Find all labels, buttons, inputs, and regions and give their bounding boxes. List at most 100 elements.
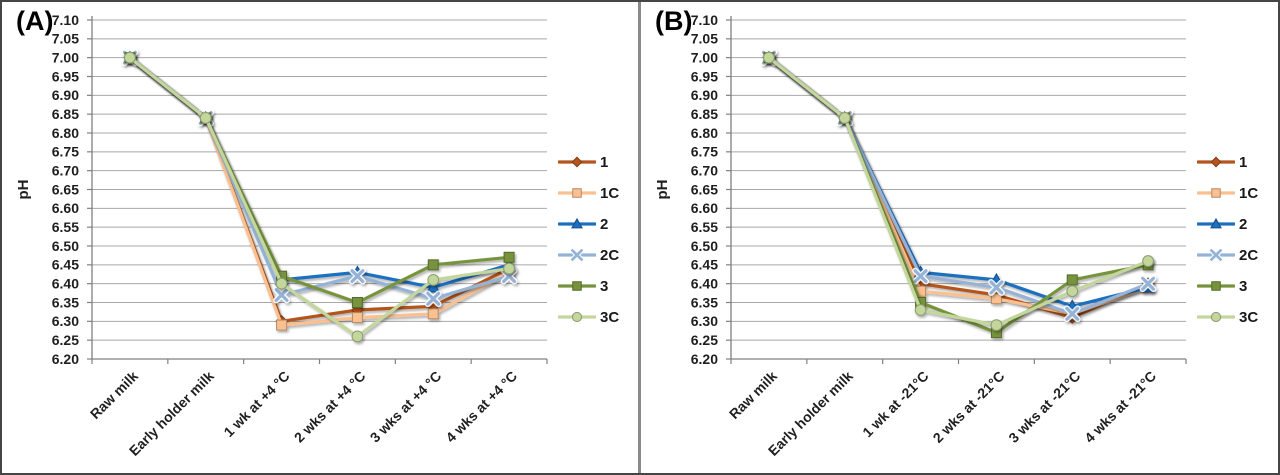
legend-marker-shape-2: [1210, 217, 1222, 229]
legend-marker-shape-2: [571, 217, 583, 229]
x-category-label: Raw milk: [726, 368, 780, 422]
y-tick-label: 6.75: [52, 144, 79, 160]
legend-marker-shape-3C: [571, 311, 583, 323]
series-3C: [763, 51, 1154, 332]
y-tick-label: 6.55: [691, 219, 718, 235]
gridlines: [726, 19, 1186, 360]
panel-b-chart: 7.10 7.05 7.00 6.95 6.90 6.85 6.80 6.75 6.70 6.65…: [654, 12, 1187, 459]
series-2C: [760, 49, 1157, 323]
y-tick-label: 6.50: [52, 238, 79, 254]
legend-marker-shape-3: [1211, 281, 1221, 291]
series-1C-marker: [276, 319, 288, 331]
series-2C: [121, 49, 518, 308]
y-tick-label: 6.20: [691, 351, 718, 367]
legend-marker-3C: [1197, 311, 1235, 323]
legend-label-1C: 1C: [1239, 184, 1259, 202]
legend-marker-2: [558, 217, 596, 229]
legend-item-1C: 1C: [1197, 182, 1258, 204]
y-tick-label: 6.80: [52, 125, 79, 141]
series-1C-marker: [990, 293, 1002, 305]
series-2-marker: [426, 280, 441, 293]
legend-label-1: 1: [1239, 153, 1248, 171]
series-3-marker: [351, 297, 363, 308]
y-tick-label: 6.65: [691, 181, 718, 197]
y-tick-label: 7.05: [691, 31, 718, 47]
y-tick-label: 6.50: [691, 238, 718, 254]
legend-label-2: 2: [1239, 215, 1248, 233]
y-tick-label: 7.00: [52, 50, 79, 66]
series-3C-line: [767, 56, 1150, 327]
series-3C-marker: [503, 262, 515, 275]
legend-marker-2C: [1197, 247, 1235, 263]
x-category-label: Raw milk: [87, 368, 141, 422]
y-tick-label: 6.85: [691, 106, 718, 122]
y-axis-title: pH: [654, 180, 671, 200]
y-tick-label: 6.40: [52, 276, 79, 292]
panel-b-legend: 1 1C 2 2C 3 3C: [1197, 151, 1258, 337]
y-tick-label: 6.95: [52, 68, 79, 84]
y-tick-label: 6.35: [52, 294, 79, 310]
series-2C-marker: [1139, 275, 1157, 293]
legend-marker-shape-1C: [1211, 188, 1221, 198]
legend-marker-2C: [558, 247, 596, 263]
y-tick-label: 6.30: [52, 313, 79, 329]
y-tick-label: 7.05: [52, 31, 79, 47]
legend-marker-3C: [558, 311, 596, 323]
y-tick-label: 7.10: [691, 12, 718, 28]
legend-item-3C: 3C: [558, 306, 619, 328]
legend-item-2C: 2C: [558, 244, 619, 266]
y-tick-label: 7.10: [52, 12, 79, 28]
legend-label-1C: 1C: [600, 184, 620, 202]
series-1C: [763, 52, 1154, 320]
series-3C-line: [128, 56, 511, 338]
legend-label-3: 3: [1239, 277, 1248, 295]
legend-label-3C: 3C: [1239, 308, 1259, 326]
series-3C-marker: [838, 112, 851, 124]
legend-item-3: 3: [558, 275, 619, 297]
legend-marker-1C: [558, 188, 596, 198]
x-category-label: 2 wks at +4 °C: [291, 368, 369, 446]
panel-a-chart: 7.10 7.05 7.00 6.95 6.90 6.85 6.80 6.75 6.70 6.65…: [15, 12, 548, 459]
y-tick-label: 6.25: [691, 332, 718, 348]
legend-marker-shape-2C: [569, 247, 585, 263]
panel-b-label: (B): [655, 6, 693, 36]
series-1C-marker: [427, 308, 439, 320]
y-tick-label: 6.85: [52, 106, 79, 122]
series-2C-marker: [988, 279, 1005, 296]
axes: [730, 16, 1187, 364]
series-3C-marker: [914, 304, 927, 316]
y-tick-label: 6.55: [52, 219, 79, 235]
y-tick-label: 6.70: [691, 163, 718, 179]
series-3C-marker: [1066, 285, 1079, 298]
y-tick-label: 6.45: [52, 257, 79, 273]
legend-item-3C: 3C: [1197, 306, 1258, 328]
legend-marker-shape-1: [1210, 156, 1222, 168]
series-3C-marker: [351, 330, 364, 343]
legend-marker-3: [1197, 281, 1235, 291]
series-1C-marker: [351, 312, 363, 324]
y-tick-label: 6.90: [52, 87, 79, 103]
series-3C-marker: [199, 112, 212, 124]
legend-marker-1: [1197, 156, 1235, 168]
series-2C-marker: [1063, 305, 1081, 323]
series-3C-marker: [124, 51, 136, 64]
legend-item-2: 2: [1197, 213, 1258, 235]
series-2: [123, 50, 516, 293]
x-category-label: 3 wks at +4 °C: [367, 368, 445, 446]
x-category-label: 2 wks at -21°C: [930, 368, 1008, 446]
y-tick-label: 6.45: [691, 257, 718, 273]
y-tick-label: 6.65: [52, 181, 79, 197]
legend-marker-2: [1197, 217, 1235, 229]
series-2-line: [128, 56, 511, 289]
x-category-label: 4 wks at +4 °C: [442, 368, 520, 446]
series-2C-marker: [273, 286, 290, 304]
series-2C-marker: [912, 267, 929, 285]
gridlines: [87, 19, 547, 360]
legend-marker-shape-3: [572, 281, 582, 291]
series-3-line: [767, 56, 1150, 335]
y-tick-label: 6.30: [691, 313, 718, 329]
legend-item-1: 1: [1197, 151, 1258, 173]
legend-marker-shape-1C: [572, 188, 582, 198]
y-tick-label: 6.90: [691, 87, 718, 103]
